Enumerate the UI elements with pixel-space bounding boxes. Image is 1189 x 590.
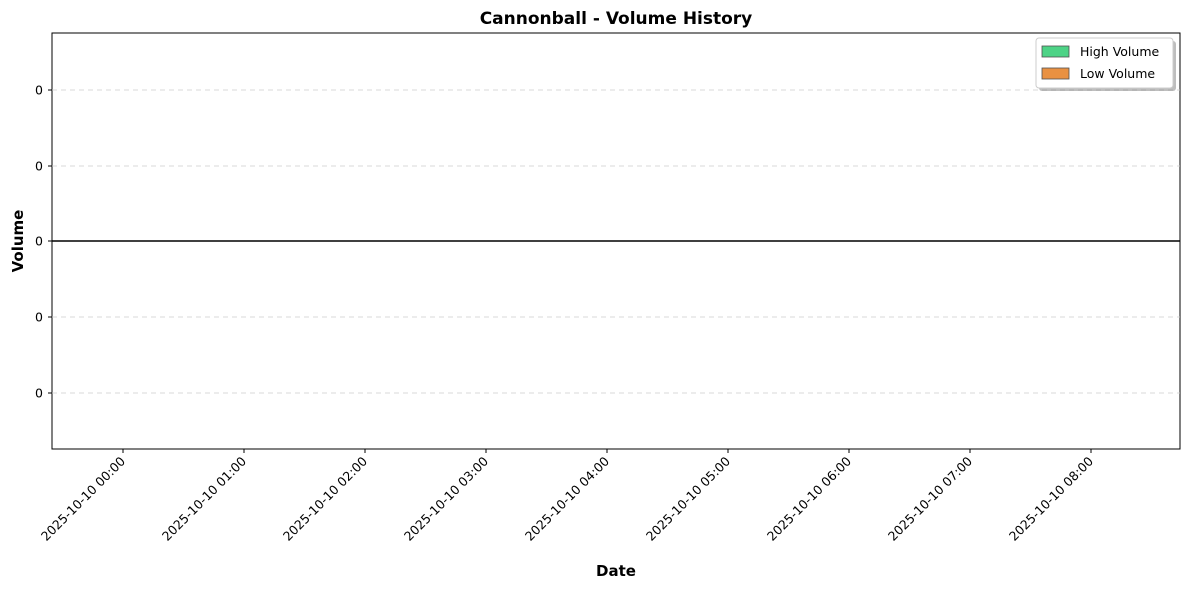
x-tick-label: 2025-10-10 07:00 — [885, 453, 975, 543]
x-tick-label: 2025-10-10 02:00 — [280, 453, 370, 543]
y-axis-ticks: 0 0 0 0 0 — [35, 83, 52, 401]
x-tick-label: 2025-10-10 06:00 — [764, 453, 854, 543]
y-axis-label: Volume — [9, 210, 27, 273]
legend: High Volume Low Volume — [1035, 37, 1176, 91]
legend-label-high-volume: High Volume — [1080, 44, 1160, 59]
y-tick-label: 0 — [35, 83, 43, 98]
y-tick-label: 0 — [35, 386, 43, 401]
x-tick-label: 2025-10-10 03:00 — [401, 453, 491, 543]
legend-box — [1035, 37, 1174, 89]
legend-swatch-high-volume — [1041, 45, 1070, 58]
y-tick-label: 0 — [35, 234, 43, 249]
y-gridlines — [52, 89, 1180, 394]
y-tick-label: 0 — [35, 159, 43, 174]
x-tick-label: 2025-10-10 08:00 — [1006, 453, 1096, 543]
x-tick-label: 2025-10-10 00:00 — [38, 453, 128, 543]
x-tick-label: 2025-10-10 01:00 — [159, 453, 249, 543]
x-tick-label: 2025-10-10 04:00 — [522, 453, 612, 543]
y-tick-label: 0 — [35, 310, 43, 325]
legend-swatch-low-volume — [1041, 67, 1070, 80]
x-tick-label: 2025-10-10 05:00 — [643, 453, 733, 543]
x-axis-label: Date — [596, 562, 636, 580]
chart-title: Cannonball - Volume History — [480, 9, 753, 29]
x-axis-ticks: 2025-10-10 00:00 2025-10-10 01:00 2025-10-… — [38, 449, 1096, 544]
legend-label-low-volume: Low Volume — [1080, 66, 1155, 81]
